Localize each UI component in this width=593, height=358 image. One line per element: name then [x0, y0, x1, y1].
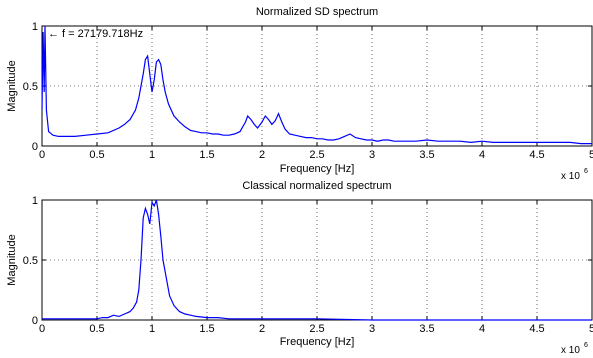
sd-spectrum-xlabel: Frequency [Hz]	[280, 163, 355, 175]
x-tick-label: 4	[479, 323, 485, 335]
sd-spectrum-panel: Normalized SD spectrum Magnitude Frequen…	[6, 6, 593, 182]
classical-spectrum-ticks: 0 0.5 1 1.5 2 2.5 3 3.5 4 4.5 5 0 0.5 1	[23, 195, 593, 335]
x-tick-label: 1	[149, 323, 155, 335]
x-tick-label: 4.5	[529, 149, 544, 161]
x-tick-label: 2	[259, 149, 265, 161]
x-tick-label: 1.5	[199, 149, 214, 161]
classical-spectrum-grid	[42, 200, 592, 320]
y-tick-label: 1	[32, 21, 38, 33]
x-tick-label: 2.5	[309, 149, 324, 161]
x-tick-label: 0.5	[89, 149, 104, 161]
classical-spectrum-panel: Classical normalized spectrum Magnitude …	[6, 180, 593, 356]
y-tick-label: 0.5	[23, 255, 38, 267]
y-tick-label: 0	[32, 141, 38, 153]
sd-spectrum-grid	[42, 26, 592, 146]
sd-spectrum-ylabel: Magnitude	[6, 60, 18, 111]
x-tick-label: 0	[39, 149, 45, 161]
classical-spectrum-xexponent-base: x 10	[561, 345, 580, 356]
x-tick-label: 3.5	[419, 149, 434, 161]
x-tick-label: 1	[149, 149, 155, 161]
x-tick-label: 2	[259, 323, 265, 335]
y-tick-label: 1	[32, 195, 38, 207]
classical-spectrum-title: Classical normalized spectrum	[242, 180, 391, 192]
x-tick-label: 5	[589, 149, 593, 161]
sd-spectrum-ticks: 0 0.5 1 1.5 2 2.5 3 3.5 4 4.5 5 0 0.5 1	[23, 21, 593, 161]
y-tick-label: 0	[32, 315, 38, 327]
classical-spectrum-series-line	[42, 199, 592, 321]
x-tick-label: 0	[39, 323, 45, 335]
x-tick-label: 2.5	[309, 323, 324, 335]
x-tick-label: 4	[479, 149, 485, 161]
sd-spectrum-xexponent-base: x 10	[561, 171, 580, 182]
sd-spectrum-xexponent-power: 6	[584, 168, 588, 175]
x-tick-label: 3	[369, 323, 375, 335]
sd-spectrum-title: Normalized SD spectrum	[256, 6, 378, 18]
sd-spectrum-xexponent: x 10 6	[561, 168, 588, 182]
x-tick-label: 3.5	[419, 323, 434, 335]
classical-spectrum-xlabel: Frequency [Hz]	[280, 336, 355, 348]
x-tick-label: 0.5	[89, 323, 104, 335]
x-tick-label: 4.5	[529, 323, 544, 335]
sd-spectrum-series-line	[41, 25, 592, 145]
x-tick-label: 5	[589, 323, 593, 335]
peak-frequency-annotation: ← f = 27179.718Hz	[48, 28, 143, 40]
x-tick-label: 1.5	[199, 323, 214, 335]
x-tick-label: 3	[369, 149, 375, 161]
classical-spectrum-ylabel: Magnitude	[6, 234, 18, 285]
y-tick-label: 0.5	[23, 81, 38, 93]
classical-spectrum-xexponent: x 10 6	[561, 342, 588, 356]
classical-spectrum-xexponent-power: 6	[584, 342, 588, 349]
